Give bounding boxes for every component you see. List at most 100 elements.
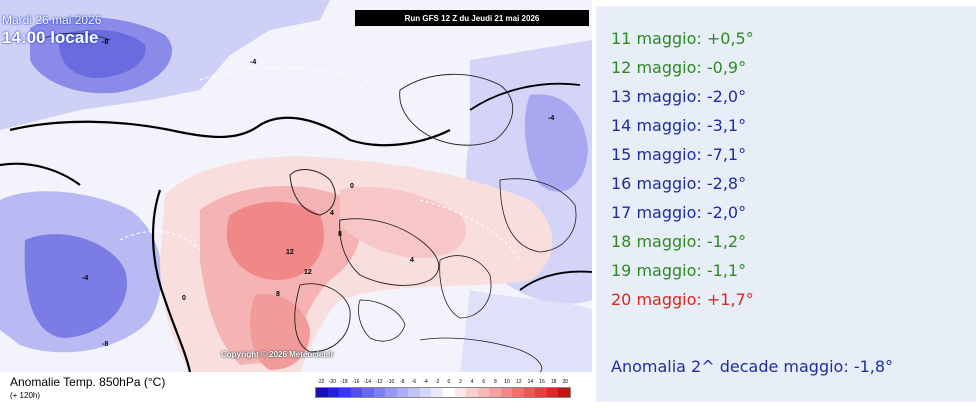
scale-tick-label: 18 (550, 379, 557, 385)
scale-swatch (477, 388, 490, 397)
contour-label: -8 (102, 39, 108, 46)
scale-swatch (362, 388, 374, 397)
scale-tick-label: 20 (562, 379, 569, 385)
scale-swatch (500, 388, 513, 397)
daily-anomaly-row: 11 maggio: +0,5° (611, 29, 754, 48)
scale-tick-label: 8 (494, 379, 497, 385)
scale-tick-label: -10 (387, 379, 395, 385)
scale-tick-label: -2 (435, 379, 440, 385)
scale-swatch (431, 388, 444, 397)
contour-line (469, 82, 581, 111)
scale-tick-label: 4 (470, 379, 474, 385)
color-scale-ticks: -22 -20 -18 -16 -14 -12 -10 -8 -6 -4 -2 0 2 4 6 8 10 12 14… (315, 378, 571, 387)
contour-label: -4 (548, 115, 554, 122)
scale-swatch (443, 388, 455, 397)
scale-tick-label: 6 (482, 379, 486, 385)
contour-label: 8 (338, 231, 342, 238)
decade-summary: Anomalia 2^ decade maggio: -1,8° (611, 357, 894, 376)
daily-anomaly-row: 12 maggio: -0,9° (611, 58, 747, 77)
coastline (289, 169, 336, 216)
scale-swatch (546, 388, 559, 397)
daily-anomaly-row: 19 maggio: -1,1° (611, 261, 747, 280)
cold-core-atlantic (24, 234, 127, 338)
coastline (339, 218, 440, 286)
scale-swatch (396, 388, 409, 397)
color-scale-bar (315, 387, 571, 398)
scale-tick-label: -16 (352, 379, 360, 385)
contour-line (0, 162, 81, 186)
contour-label: -4 (250, 59, 256, 66)
warm-core-inner (226, 201, 324, 280)
scale-tick-label: -4 (423, 379, 428, 385)
scale-tick-label: 2 (459, 379, 462, 385)
forecast-date: Mardi 26 mai 2026 (2, 13, 102, 27)
warm-anomaly-central (340, 186, 466, 259)
contour-label: 8 (276, 291, 280, 298)
model-run-label: Run GFS 12 Z du Jeudi 21 mai 2026 (355, 10, 589, 26)
scale-swatch (385, 388, 397, 397)
scale-swatch (489, 388, 501, 397)
cold-anomaly-southeast (460, 290, 592, 372)
contour-label: 0 (350, 183, 354, 190)
scale-swatch (339, 388, 351, 397)
daily-anomaly-row: 13 maggio: -2,0° (611, 87, 747, 106)
daily-anomaly-row: 15 maggio: -7,1° (611, 145, 747, 164)
scale-swatch (316, 388, 328, 397)
scale-swatch (327, 388, 340, 397)
coastline (39, 32, 111, 41)
isoline (419, 199, 521, 261)
cold-core-east (524, 94, 588, 192)
scale-tick-label: 16 (539, 379, 545, 385)
contour-label: 4 (330, 210, 334, 217)
contour-label: -4 (82, 275, 88, 282)
coastline (399, 73, 514, 146)
contour-label: -8 (102, 341, 108, 348)
scale-tick-label: 0 (447, 379, 451, 385)
scale-tick-label: 14 (527, 379, 534, 385)
daily-anomaly-row: 16 maggio: -2,8° (611, 174, 747, 193)
contour-line (9, 116, 451, 147)
scale-swatch (373, 388, 386, 397)
scale-tick-label: -14 (363, 379, 371, 385)
daily-anomaly-row: 14 maggio: -3,1° (611, 116, 747, 135)
contour-label: 12 (286, 249, 294, 256)
coastline (419, 337, 543, 372)
scale-tick-label: 12 (515, 379, 522, 385)
contour-line (519, 270, 592, 291)
contour-line (151, 189, 192, 372)
scale-tick-label: -20 (328, 379, 337, 385)
cold-core-greenland-inner (59, 29, 146, 78)
scale-swatch (523, 388, 536, 397)
scale-swatch (535, 388, 547, 397)
daily-anomaly-row: 17 maggio: -2,0° (611, 203, 747, 222)
scale-tick-label: -8 (400, 379, 405, 385)
daily-anomaly-row: 20 maggio: +1,7° (611, 290, 754, 309)
scale-tick-label: 10 (504, 379, 510, 385)
scale-swatch (558, 388, 571, 397)
coastline (294, 283, 351, 353)
scale-tick-label: -22 (317, 379, 325, 385)
scale-swatch (408, 388, 420, 397)
anomaly-list-panel: 11 maggio: +0,5° 12 maggio: -0,9° 13 maggi… (596, 6, 976, 402)
contour-label: 12 (304, 269, 312, 276)
copyright-notice: Copyright © 2026 Meteociel.fr (221, 350, 334, 359)
scale-swatch (512, 388, 524, 397)
daily-anomaly-row: 18 maggio: -1,2° (611, 232, 747, 251)
map-caption: Anomalie Temp. 850hPa (°C) (10, 375, 166, 389)
isoline (199, 66, 381, 86)
temperature-anomaly-map: -8 -4 0 4 8 12 12 8 4 -4 -8 -4 0 (0, 0, 592, 372)
scale-swatch (419, 388, 432, 397)
contour-label: 0 (182, 295, 186, 302)
coastline (358, 299, 406, 342)
scale-swatch (350, 388, 363, 397)
forecast-time: 14:00 locale (2, 28, 99, 47)
contour-label: 4 (410, 257, 414, 264)
scale-tick-label: -12 (375, 379, 383, 385)
coastline (439, 255, 492, 319)
scale-tick-label: -6 (411, 379, 417, 385)
anomaly-map-panel: -8 -4 0 4 8 12 12 8 4 -4 -8 -4 0 Mardi 2… (0, 0, 592, 400)
scale-swatch (466, 388, 478, 397)
scale-swatch (454, 388, 467, 397)
coastline (499, 178, 577, 253)
map-forecast-hour: (+ 120h) (10, 391, 41, 400)
